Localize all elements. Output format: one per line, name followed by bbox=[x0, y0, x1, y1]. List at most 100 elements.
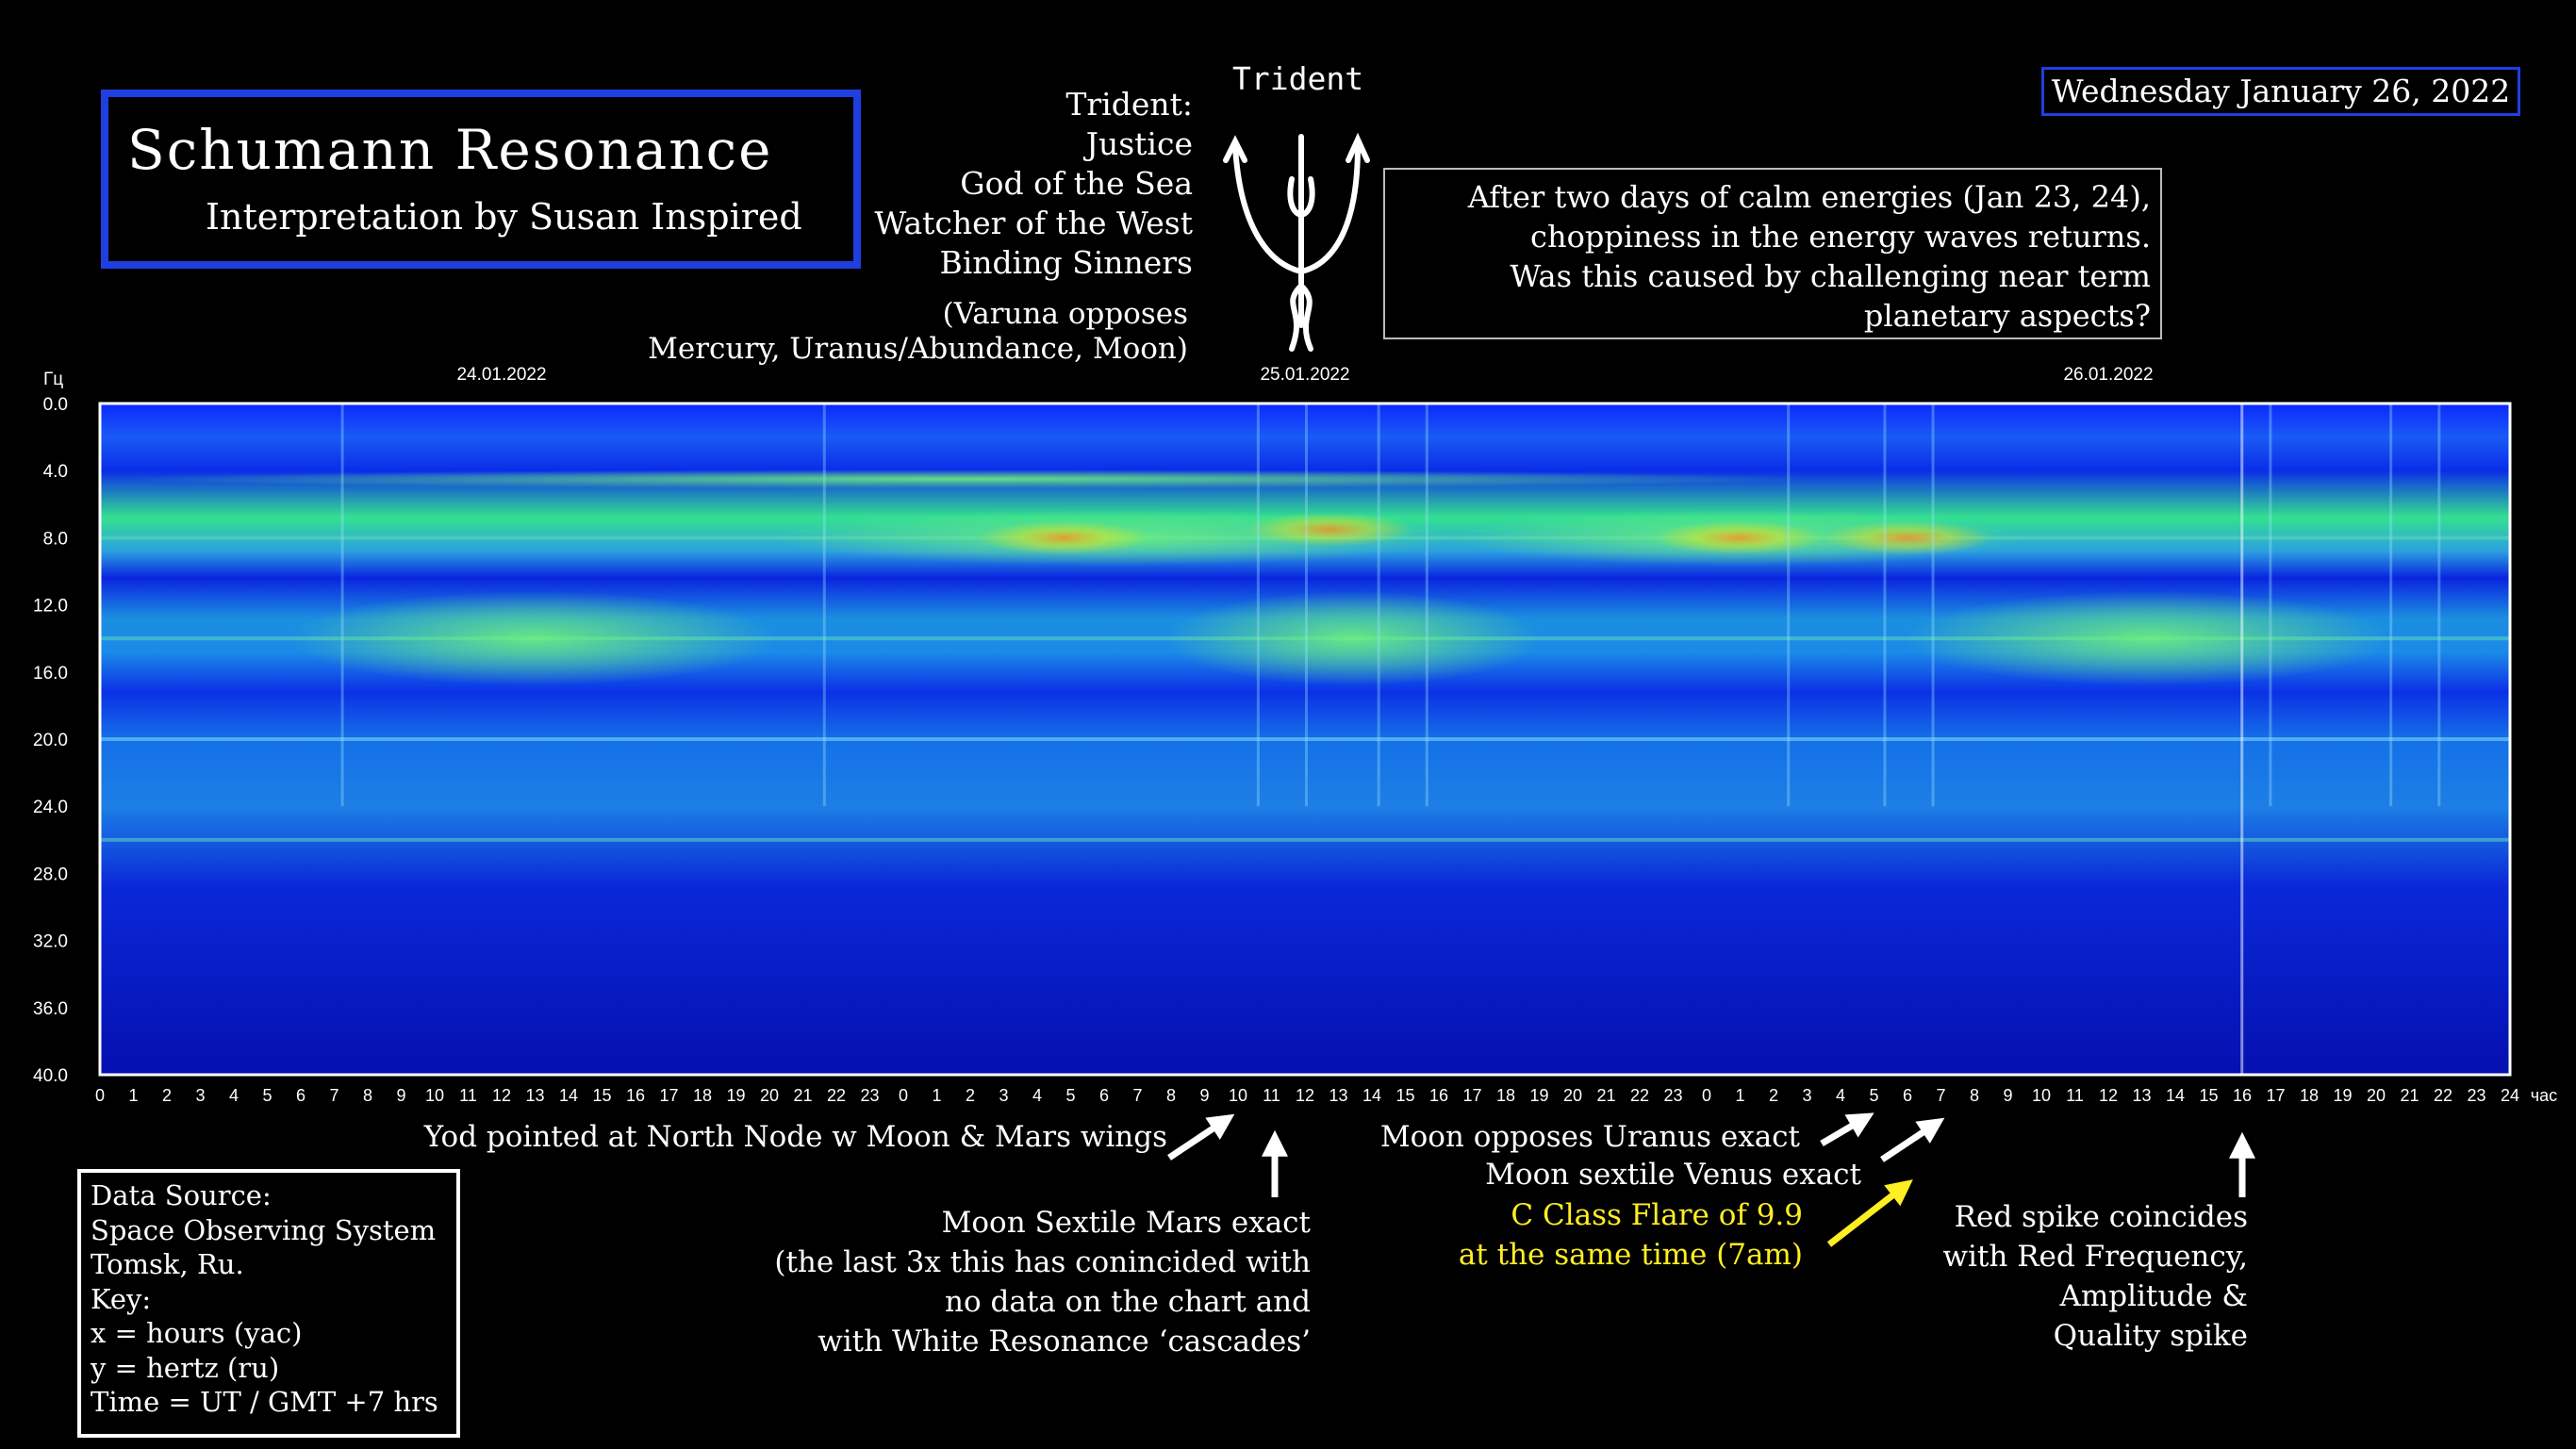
y-tick-label: 0.0 bbox=[43, 395, 68, 415]
annotation-line: Quality spike bbox=[2053, 1319, 2248, 1353]
arrow-icon bbox=[1826, 1179, 1913, 1247]
intensity-region bbox=[289, 591, 780, 686]
x-tick-label: 1 bbox=[1735, 1086, 1744, 1105]
x-tick-label: 20 bbox=[2367, 1086, 2386, 1105]
x-tick-label: 23 bbox=[1663, 1086, 1682, 1105]
x-tick-label: 15 bbox=[592, 1086, 611, 1105]
annotation-line: with Red Frequency, bbox=[1942, 1240, 2248, 1274]
x-tick-label: 8 bbox=[1166, 1086, 1176, 1105]
y-unit-label: Гц bbox=[43, 370, 63, 389]
cascade-line bbox=[2269, 403, 2272, 807]
cascade-line bbox=[1425, 403, 1428, 807]
x-tick-label: 3 bbox=[195, 1086, 205, 1105]
cascade-line bbox=[822, 403, 826, 807]
date-label: 25.01.2022 bbox=[1260, 365, 1349, 385]
y-tick-label: 8.0 bbox=[43, 529, 68, 549]
annotation-line: with White Resonance ‘cascades’ bbox=[817, 1325, 1311, 1358]
date-badge: Wednesday January 26, 2022 bbox=[2041, 67, 2520, 116]
frequency-band bbox=[100, 837, 2510, 842]
x-tick-label: 5 bbox=[1065, 1086, 1075, 1105]
x-tick-label: 18 bbox=[693, 1086, 712, 1105]
x-tick-label: 11 bbox=[2066, 1086, 2084, 1105]
x-tick-label: 19 bbox=[2333, 1086, 2352, 1105]
spike-line bbox=[2240, 403, 2244, 1075]
annotation-moon-venus: Moon sextile Venus exact bbox=[1485, 1158, 1861, 1192]
hot-region bbox=[1244, 512, 1414, 547]
intensity-region bbox=[119, 469, 1817, 489]
x-tick-label: 9 bbox=[2003, 1086, 2012, 1105]
x-tick-label: 7 bbox=[1132, 1086, 1142, 1105]
varuna-note: (Varuna opposes Mercury, Uranus/Abundanc… bbox=[648, 297, 1188, 367]
x-tick-label: 21 bbox=[793, 1086, 812, 1105]
data-source-key: Data Source: Space Observing System Toms… bbox=[77, 1169, 460, 1438]
x-tick-label: 2 bbox=[966, 1086, 975, 1105]
x-tick-label: 6 bbox=[1903, 1086, 1912, 1105]
x-tick-label: 7 bbox=[1936, 1086, 1945, 1105]
cascade-line bbox=[1256, 403, 1260, 807]
x-tick-label: 5 bbox=[1869, 1086, 1878, 1105]
x-tick-label: 8 bbox=[363, 1086, 372, 1105]
x-tick-label: 17 bbox=[1462, 1086, 1481, 1105]
note-line: planetary aspects? bbox=[1863, 298, 2151, 334]
x-tick-label: 3 bbox=[999, 1086, 1008, 1105]
y-tick-label: 12.0 bbox=[33, 597, 68, 617]
x-tick-label: 23 bbox=[860, 1086, 879, 1105]
trident-line: God of the Sea bbox=[960, 165, 1193, 202]
y-tick-label: 36.0 bbox=[33, 999, 68, 1019]
note-line: After two days of calm energies (Jan 23,… bbox=[1467, 179, 2151, 215]
x-tick-label: 16 bbox=[2233, 1086, 2252, 1105]
varuna-line: (Varuna opposes bbox=[942, 297, 1188, 331]
x-tick-label: 4 bbox=[229, 1086, 239, 1105]
cascade-line bbox=[1787, 403, 1791, 807]
x-tick-label: 9 bbox=[396, 1086, 405, 1105]
annotation-line: C Class Flare of 9.9 bbox=[1511, 1198, 1803, 1232]
x-tick-label: 12 bbox=[2099, 1086, 2118, 1105]
page-subtitle: Interpretation by Susan Inspired bbox=[206, 196, 802, 238]
x-tick-label: 10 bbox=[2032, 1086, 2051, 1105]
x-tick-label: 11 bbox=[459, 1086, 477, 1105]
x-tick-label: 14 bbox=[2166, 1086, 2185, 1105]
source-line: Data Source: bbox=[91, 1179, 272, 1211]
title-frame bbox=[101, 90, 861, 269]
x-tick-label: 0 bbox=[899, 1086, 908, 1105]
y-tick-label: 32.0 bbox=[33, 932, 68, 952]
page-title: Schumann Resonance bbox=[127, 118, 773, 182]
x-tick-label: 4 bbox=[1836, 1086, 1845, 1105]
x-tick-label: 6 bbox=[296, 1086, 305, 1105]
x-tick-label: 17 bbox=[2266, 1086, 2285, 1105]
source-line: Key: bbox=[91, 1282, 152, 1315]
source-line: Time = UT / GMT +7 hrs bbox=[91, 1386, 438, 1418]
x-tick-label: 24 bbox=[2501, 1086, 2519, 1105]
x-tick-label: 2 bbox=[1769, 1086, 1778, 1105]
hot-region bbox=[1823, 520, 1992, 555]
trident-icon bbox=[1223, 132, 1370, 352]
y-tick-label: 4.0 bbox=[43, 462, 68, 482]
trident-description: Trident: Justice God of the Sea Watcher … bbox=[874, 85, 1193, 283]
trident-line: Binding Sinners bbox=[939, 244, 1193, 281]
annotation-line: Moon Sextile Mars exact bbox=[941, 1206, 1311, 1240]
x-tick-label: 19 bbox=[1529, 1086, 1548, 1105]
intensity-region bbox=[1164, 591, 1543, 686]
x-tick-label: 16 bbox=[1429, 1086, 1448, 1105]
x-tick-label: 1 bbox=[128, 1086, 138, 1105]
annotation-flare: C Class Flare of 9.9 at the same time (7… bbox=[1459, 1195, 1803, 1275]
x-tick-label: 6 bbox=[1099, 1086, 1109, 1105]
x-tick-label: 22 bbox=[827, 1086, 846, 1105]
frequency-band bbox=[100, 737, 2510, 741]
x-tick-label: 22 bbox=[2434, 1086, 2452, 1105]
x-tick-label: 18 bbox=[1496, 1086, 1515, 1105]
trident-line: Justice bbox=[1085, 125, 1193, 162]
x-tick-label: 22 bbox=[1630, 1086, 1649, 1105]
cascade-line bbox=[2389, 403, 2393, 807]
annotation-moon-mars: Moon Sextile Mars exact (the last 3x thi… bbox=[774, 1203, 1311, 1361]
spectrogram-chart: 0.0 4.0 8.0 12.0 16.0 20.0 24.0 28.0 32.0 36.0 40.… bbox=[33, 365, 2557, 1105]
x-tick-label: 12 bbox=[1296, 1086, 1314, 1105]
x-tick-label: 4 bbox=[1032, 1086, 1042, 1105]
x-tick-label: 18 bbox=[2300, 1086, 2319, 1105]
x-tick-label: 23 bbox=[2467, 1086, 2485, 1105]
cascade-line bbox=[2437, 403, 2441, 807]
x-tick-label: 10 bbox=[1229, 1086, 1247, 1105]
source-line: Space Observing System bbox=[91, 1213, 437, 1246]
y-tick-label: 20.0 bbox=[33, 731, 68, 750]
x-tick-label: 14 bbox=[1362, 1086, 1381, 1105]
